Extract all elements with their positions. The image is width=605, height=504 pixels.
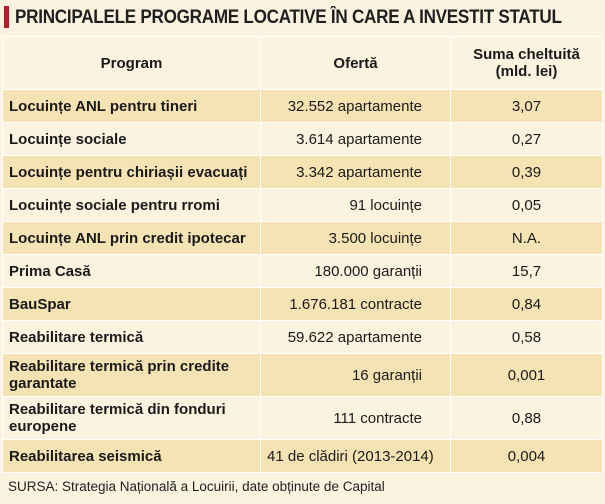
cell-suma: 0,58: [450, 320, 603, 354]
cell-suma: 3,07: [450, 89, 603, 123]
cell-oferta: 180.000 garanții: [260, 254, 451, 288]
cell-suma: 15,7: [450, 254, 603, 288]
table-row: Reabilitare termică din fonduri europene…: [2, 396, 603, 440]
source-note: SURSA: Strategia Națională a Locuirii, d…: [8, 479, 385, 494]
cell-suma: 0,27: [450, 122, 603, 156]
table-row: Locuințe ANL pentru tineri 32.552 aparta…: [2, 89, 603, 123]
cell-suma: 0,05: [450, 188, 603, 222]
cell-oferta: 41 de clădiri (2013-2014): [260, 439, 451, 473]
cell-oferta: 59.622 apartamente: [260, 320, 451, 354]
cell-suma: 0,88: [450, 396, 603, 440]
cell-suma: 0,84: [450, 287, 603, 321]
cell-suma: 0,001: [450, 353, 603, 397]
housing-programs-table: Program Ofertă Suma cheltuită (mld. lei)…: [2, 36, 603, 473]
cell-suma: N.A.: [450, 221, 603, 255]
column-header-program: Program: [2, 36, 261, 90]
column-header-oferta: Ofertă: [260, 36, 451, 90]
cell-oferta: 32.552 apartamente: [260, 89, 451, 123]
table-row: Locuințe ANL prin credit ipotecar 3.500 …: [2, 221, 603, 255]
cell-suma: 0,39: [450, 155, 603, 189]
table-row: Locuințe sociale 3.614 apartamente 0,27: [2, 122, 603, 156]
table-row: Prima Casă 180.000 garanții 15,7: [2, 254, 603, 288]
table-row: BauSpar 1.676.181 contracte 0,84: [2, 287, 603, 321]
cell-oferta: 3.614 apartamente: [260, 122, 451, 156]
cell-program: Reabilitare termică: [2, 320, 261, 354]
column-header-suma: Suma cheltuită (mld. lei): [450, 36, 603, 90]
table-row: Reabilitare termică 59.622 apartamente 0…: [2, 320, 603, 354]
title-bar: PRINCIPALELE PROGRAME LOCATIVE ÎN CARE A…: [0, 0, 605, 36]
cell-program: Locuințe pentru chiriașii evacuați: [2, 155, 261, 189]
cell-oferta: 3.342 apartamente: [260, 155, 451, 189]
page-title: PRINCIPALELE PROGRAME LOCATIVE ÎN CARE A…: [15, 7, 562, 28]
cell-program: Locuințe sociale pentru rromi: [2, 188, 261, 222]
cell-suma: 0,004: [450, 439, 603, 473]
table-row: Reabilitarea seismică 41 de clădiri (201…: [2, 439, 603, 473]
cell-oferta: 111 contracte: [260, 396, 451, 440]
column-header-suma-line1: Suma cheltuită: [473, 46, 580, 63]
table-header-row: Program Ofertă Suma cheltuită (mld. lei): [2, 36, 603, 90]
cell-oferta: 91 locuințe: [260, 188, 451, 222]
cell-program: Reabilitare termică din fonduri europene: [2, 396, 261, 440]
cell-program: Reabilitare termică prin credite garanta…: [2, 353, 261, 397]
cell-program: Locuințe ANL pentru tineri: [2, 89, 261, 123]
cell-program: BauSpar: [2, 287, 261, 321]
cell-oferta: 16 garanții: [260, 353, 451, 397]
cell-oferta: 1.676.181 contracte: [260, 287, 451, 321]
column-header-suma-line2: (mld. lei): [495, 63, 558, 80]
table-row: Reabilitare termică prin credite garanta…: [2, 353, 603, 397]
table-row: Locuințe sociale pentru rromi 91 locuinț…: [2, 188, 603, 222]
cell-program: Locuințe ANL prin credit ipotecar: [2, 221, 261, 255]
cell-program: Locuințe sociale: [2, 122, 261, 156]
table-row: Locuințe pentru chiriașii evacuați 3.342…: [2, 155, 603, 189]
cell-program: Prima Casă: [2, 254, 261, 288]
title-accent-bar: [4, 6, 9, 28]
cell-program: Reabilitarea seismică: [2, 439, 261, 473]
cell-oferta: 3.500 locuințe: [260, 221, 451, 255]
